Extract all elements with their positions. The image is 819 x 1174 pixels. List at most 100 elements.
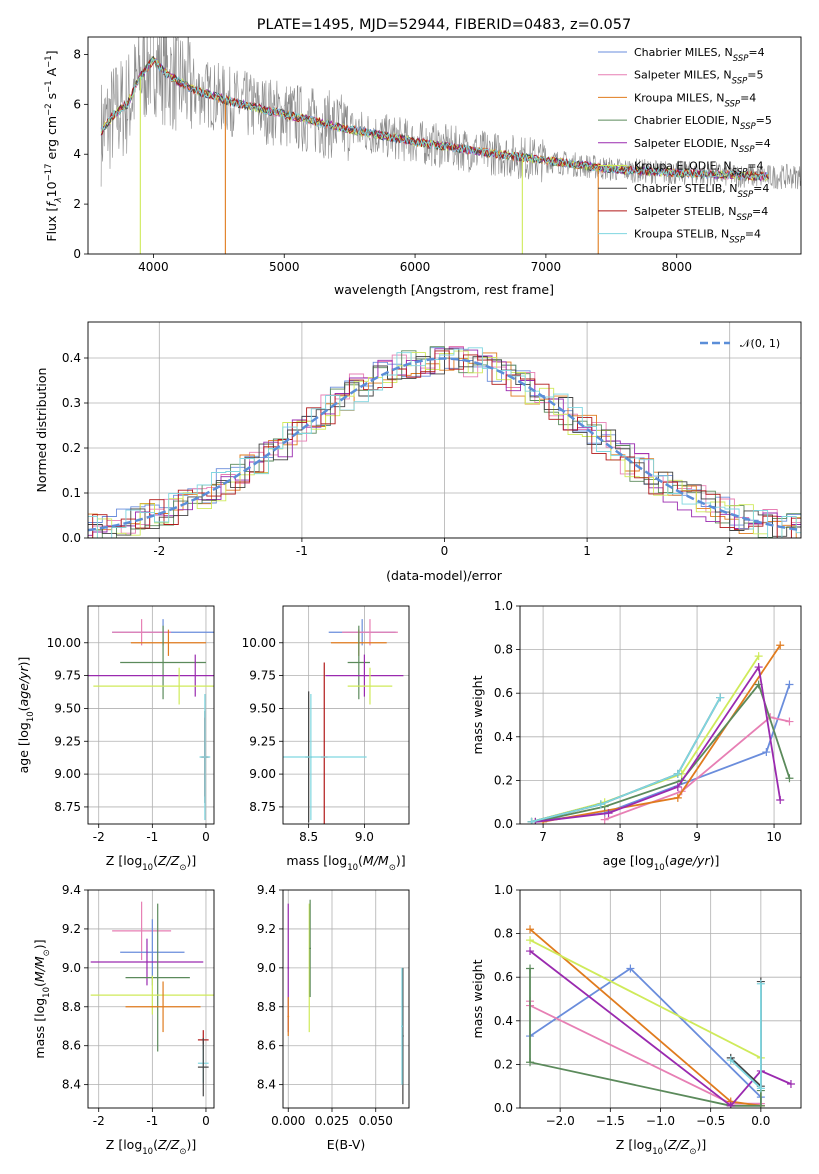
x-axis-label: E(B-V) [327,1137,366,1152]
x-tick-label: 0 [202,1114,210,1128]
x-tick-label: 6000 [400,260,431,274]
y-tick-label: 1.0 [494,599,513,613]
histogram-kroupa_stelib [88,347,801,538]
errorbar-kroupa_elodie [347,667,393,705]
y-axis-label: Flux [fλ10−17 erg cm−2 s−1 A−1] [44,50,64,241]
x-tick-label: −0.5 [696,1114,725,1128]
errorbar-kroupa_stelib [199,693,211,821]
y-tick-label: 0.6 [494,686,513,700]
series-marker-chabrier_elodie [526,1058,535,1067]
x-tick-label: -2 [93,1114,105,1128]
errorbar-kroupa_stelib [401,967,403,1085]
series-marker-kroupa_stelib [673,769,682,778]
x-axis-label: (data-model)/error [386,568,503,583]
axes-frame [282,889,410,1109]
errorbar-chabrier_miles [120,919,185,986]
y-tick-label: 9.75 [54,669,81,683]
series-marker-kroupa_stelib [756,979,765,988]
y-axis-label: Normed distribution [34,368,49,493]
errorbar-kroupa_elodie [93,667,214,705]
histogram-kroupa_miles [88,352,801,538]
y-tick-label: 8.8 [62,1000,81,1014]
normal-reference-curve [88,357,801,532]
y-tick-label: 9.0 [257,961,276,975]
errorbar-salpeter_elodie [325,654,404,697]
legend-label-chabrier_elodie: Chabrier ELODIE, NSSP=5 [634,114,772,132]
y-tick-label: 9.25 [54,734,81,748]
x-tick-label: -2 [93,830,105,844]
x-tick-label: −2.0 [546,1114,575,1128]
errorbar-kroupa_stelib [283,693,367,821]
y-tick-label: 0.3 [62,396,81,410]
model-spectrum-salpeter_stelib [100,59,769,182]
y-tick-label: 9.2 [257,922,276,936]
legend-label-salpeter_stelib: Salpeter STELIB, NSSP=4 [634,205,768,223]
series-marker-salpeter_elodie [726,1101,735,1108]
series-marker-kroupa_miles [526,925,535,934]
legend-label-salpeter_elodie: Salpeter ELODIE, NSSP=4 [634,137,771,155]
y-tick-label: 8.4 [62,1078,81,1092]
y-tick-label: 9.00 [54,767,81,781]
series-marker-kroupa_elodie [754,652,763,661]
panel-mass_vs_ebv: 0.000 0.025 0.050 8.4 8.6 8.8 9.0 9.2 9.4 E(B-V) [257,883,410,1152]
series-line-chabrier_miles [529,967,762,1106]
series-marker-salpeter_miles [600,815,609,824]
axes-frame [87,889,215,1109]
errorbar-kroupa_miles [287,997,290,1036]
y-tick-label: 9.00 [249,767,276,781]
series-marker-kroupa_stelib [726,1056,735,1065]
y-tick-label: 8.6 [62,1039,81,1053]
plot-area [520,890,801,1108]
x-axis-label: age [log10(age/yr)] [603,853,720,873]
y-tick-label: 9.25 [249,734,276,748]
histogram-kroupa_elodie [88,350,801,538]
series-marker-kroupa_stelib [716,693,725,702]
y-tick-label: 9.2 [62,922,81,936]
x-tick-label: −1.5 [596,1114,625,1128]
legend-label-kroupa_stelib: Kroupa STELIB, NSSP=4 [634,228,761,246]
y-axis-label: mass weight [470,675,485,754]
x-tick-label: 8.5 [299,830,318,844]
y-tick-label: 0.1 [62,486,81,500]
plot-area [283,606,409,824]
errorbar-kroupa_miles [130,629,206,656]
errorbar-chabrier_stelib [197,1037,209,1097]
y-tick-label: 0.8 [494,927,513,941]
y-tick-label: 8.75 [54,800,81,814]
errorbar-kroupa_elodie [90,975,214,1015]
plot-area [88,890,214,1108]
y-axis-label: age [log10(age/yr)] [16,657,36,774]
x-axis-label: wavelength [Angstrom, rest frame] [334,282,554,297]
y-tick-label: 8.8 [257,1000,276,1014]
y-tick-label: 9.50 [249,701,276,715]
series-marker-salpeter_elodie [786,1080,795,1089]
series-marker-salpeter_elodie [776,796,785,805]
axes-frame [87,36,802,255]
y-tick-label: 0 [73,247,81,261]
panel-mass_vs_Z: -2 -1 0 8.4 8.6 8.8 9.0 9.2 9.4 Z [log10(Z/Z⊙)] ma… [32,883,215,1157]
series-marker-chabrier_miles [626,964,635,973]
legend-label-chabrier_stelib: Chabrier STELIB, NSSP=4 [634,182,769,200]
errorbar-salpeter_miles [112,619,172,646]
series-line-chabrier_stelib [730,981,762,1089]
x-tick-label: -1 [296,544,308,558]
x-tick-label: -1 [146,1114,158,1128]
series-line-kroupa_elodie [529,939,762,1059]
errorbar-chabrier_elodie [125,903,190,1052]
panel-spectrum: 4000 5000 6000 7000 8000 0 2 4 6 8 PLATE=1495, MJD… [44,17,802,297]
x-axis-label: Z [log10(Z/Z⊙)] [106,853,196,873]
series-marker-salpeter_elodie [754,663,763,672]
y-tick-label: 9.75 [249,669,276,683]
plot-area [88,322,801,538]
x-axis-label: Z [log10(Z/Z⊙)] [106,1137,196,1157]
histogram-chabrier_stelib [88,348,801,538]
axes-frame [282,605,410,825]
axes-frame [519,605,802,825]
series-marker-salpeter_elodie [673,782,682,791]
series-marker-chabrier_elodie [526,964,535,973]
series-line-salpeter_elodie [535,664,782,823]
errorbar-chabrier_elodie [309,899,311,998]
series-marker-salpeter_miles [785,717,794,726]
x-tick-label: −1.0 [646,1114,675,1128]
